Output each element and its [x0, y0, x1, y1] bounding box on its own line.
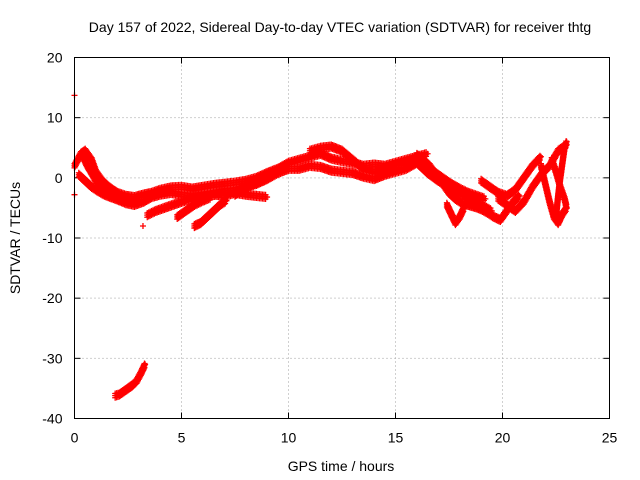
y-tick-label: 10	[47, 110, 63, 126]
series-track-17b	[443, 199, 467, 229]
x-tick-label: 5	[178, 430, 186, 446]
y-tick-label: 0	[55, 170, 63, 186]
data-point	[563, 204, 570, 211]
x-tick-label: 20	[495, 430, 511, 446]
x-tick-label: 0	[71, 430, 79, 446]
data-point	[514, 196, 521, 203]
data-point	[538, 153, 545, 160]
y-axis-title: SDTVAR / TECUs	[7, 182, 23, 294]
data-point	[270, 171, 277, 178]
data-point	[222, 200, 229, 207]
data-point	[424, 150, 431, 157]
data-point	[563, 138, 570, 145]
data-point	[561, 209, 568, 216]
x-tick-label: 10	[281, 430, 297, 446]
data-point	[264, 194, 271, 201]
data-point	[482, 195, 489, 202]
data-point	[269, 174, 276, 181]
data-layer	[71, 92, 570, 401]
series-track-23	[553, 138, 570, 223]
series-track-mid-a	[80, 151, 142, 208]
x-tick-label: 25	[602, 430, 618, 446]
tick-layer: 0 5 10 15 20 25 -40 -30 -20 -10 0 10 20	[42, 50, 617, 446]
y-tick-label: -40	[42, 411, 62, 427]
plot-frame	[74, 57, 610, 419]
data-point	[208, 194, 215, 201]
data-point	[515, 195, 522, 202]
chart-title: Day 157 of 2022, Sidereal Day-to-day VTE…	[89, 19, 591, 35]
data-point	[135, 196, 142, 203]
y-tick-label: 20	[47, 50, 63, 66]
series-track-rise-9	[232, 170, 277, 200]
series-track-22	[538, 160, 570, 229]
data-point	[139, 222, 146, 229]
data-point	[516, 192, 523, 199]
data-point	[223, 197, 230, 204]
y-tick-label: -10	[42, 230, 62, 246]
series-track-dip-5	[174, 192, 215, 223]
y-tick-label: -20	[42, 290, 62, 306]
data-point	[220, 201, 227, 208]
data-point	[142, 361, 149, 368]
data-point	[460, 204, 467, 211]
x-tick-label: 15	[388, 430, 404, 446]
data-point	[536, 157, 543, 164]
series-track-dip-7	[191, 196, 230, 232]
series-outlier-segment	[112, 360, 149, 401]
grid-layer	[74, 57, 610, 419]
series-track-17	[413, 149, 523, 226]
y-tick-label: -30	[42, 350, 62, 366]
x-axis-title: GPS time / hours	[288, 458, 395, 474]
